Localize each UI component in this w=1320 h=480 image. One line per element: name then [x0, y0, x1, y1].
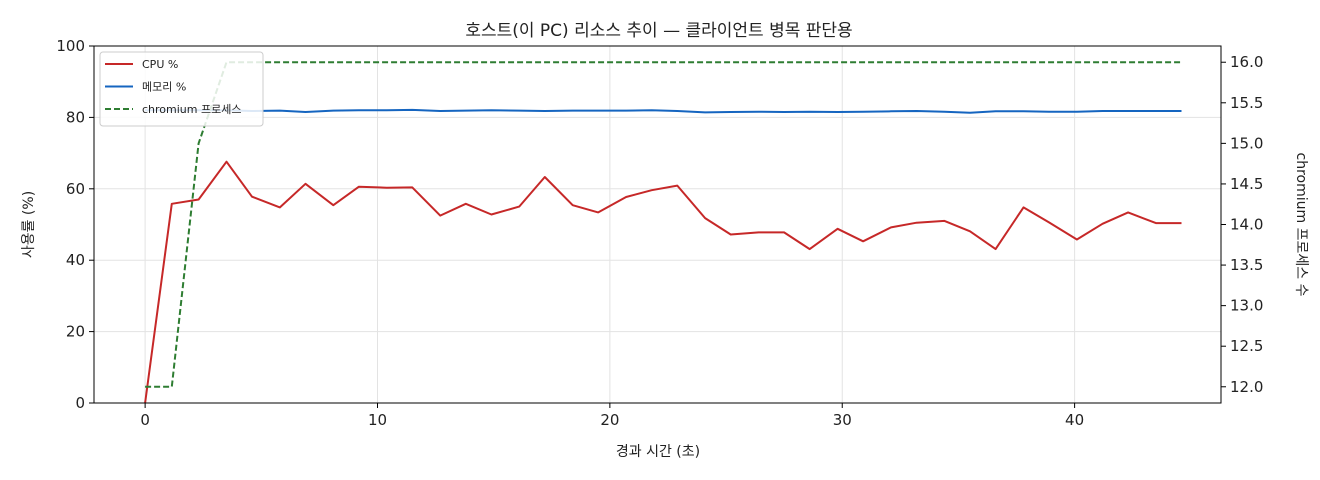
x-axis-label: 경과 시간 (초) [616, 444, 700, 460]
legend-label: 메모리 % [142, 81, 186, 94]
y-axis-left: 0 20 40 60 80 100 [56, 37, 94, 412]
y2-tick-label: 15.5 [1230, 94, 1263, 112]
y-tick-label: 20 [66, 323, 85, 341]
legend-label: chromium 프로세스 [142, 103, 241, 116]
chart-title: 호스트(이 PC) 리소스 추이 — 클라이언트 병목 판단용 [465, 21, 852, 41]
y2-tick-label: 12.5 [1230, 337, 1263, 355]
legend-label: CPU % [142, 58, 178, 71]
y2-tick-label: 12.0 [1230, 378, 1263, 396]
y2-tick-label: 13.0 [1230, 297, 1263, 315]
y2-tick-label: 14.0 [1230, 216, 1263, 234]
x-tick-label: 20 [600, 411, 619, 429]
legend: CPU % 메모리 % chromium 프로세스 [99, 51, 264, 127]
x-tick-label: 0 [140, 411, 150, 429]
y2-axis-label: chromium 프로세스 수 [1293, 153, 1309, 297]
x-tick-label: 30 [833, 411, 852, 429]
series-layer [144, 61, 1182, 404]
y2-tick-label: 16.0 [1230, 53, 1263, 71]
series-line-1 [144, 160, 1182, 404]
series-line-2 [145, 108, 1182, 114]
y-tick-label: 60 [66, 180, 85, 198]
series-line-3 [145, 61, 1182, 388]
y-tick-label: 80 [66, 108, 85, 126]
y2-tick-label: 13.5 [1230, 256, 1263, 274]
y2-tick-label: 15.0 [1230, 134, 1263, 152]
x-axis: 0 10 20 30 40 [140, 403, 1084, 429]
y-tick-label: 0 [75, 394, 85, 412]
y-tick-label: 40 [66, 251, 85, 269]
x-tick-label: 10 [368, 411, 387, 429]
y2-tick-label: 14.5 [1230, 175, 1263, 193]
y-axis-label: 사용률 (%) [21, 191, 37, 258]
legend-box [99, 51, 264, 127]
y-tick-label: 100 [56, 37, 85, 55]
x-tick-label: 40 [1065, 411, 1084, 429]
y-axis-right: 12.0 12.5 13.0 13.5 14.0 14.5 15.0 15.5 16.0 [1221, 53, 1263, 396]
